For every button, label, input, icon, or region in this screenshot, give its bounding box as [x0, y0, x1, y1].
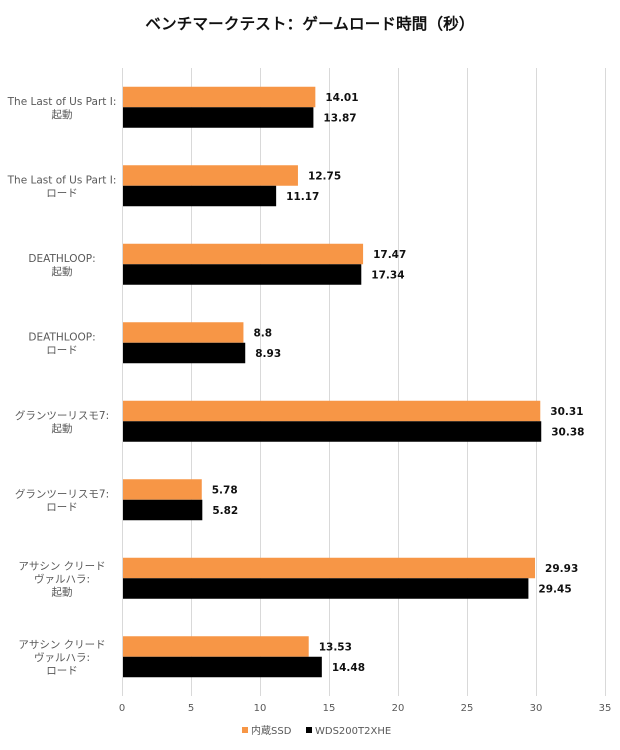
x-tick-label: 15	[323, 703, 336, 714]
data-label: 17.34	[371, 270, 404, 282]
category-label: The Last of Us Part I:起動	[7, 96, 117, 121]
legend-label: WDS200T2XHE	[315, 726, 391, 737]
data-label: 5.78	[212, 485, 238, 497]
data-label: 29.45	[538, 584, 571, 596]
bar-internal-ssd	[123, 243, 364, 265]
bar-wds200t2xhe	[123, 578, 529, 599]
gridlines	[122, 68, 606, 696]
bar-internal-ssd	[123, 479, 202, 500]
bar-internal-ssd	[123, 636, 309, 657]
x-tick-label: 5	[188, 703, 194, 714]
bar-internal-ssd	[123, 400, 541, 422]
legend-swatch	[242, 727, 248, 733]
data-label: 30.31	[550, 406, 583, 418]
x-tick-label: 20	[392, 703, 405, 714]
data-label: 11.17	[286, 191, 319, 203]
category-label: アサシン クリードヴァルハラ:起動	[18, 560, 105, 598]
legend: 内蔵SSD WDS200T2XHE	[242, 724, 391, 737]
category-label: DEATHLOOP:ロード	[28, 331, 95, 356]
category-labels: The Last of Us Part I:起動 The Last of Us P…	[7, 96, 117, 677]
data-label: 13.87	[323, 113, 356, 125]
bar-internal-ssd	[123, 557, 536, 579]
category-label: グランツーリスモ7:ロード	[15, 487, 109, 513]
legend-label: 内蔵SSD	[251, 724, 292, 737]
bars	[123, 86, 542, 678]
chart-title: ベンチマークテスト：ゲームロード時間（秒）	[145, 15, 475, 33]
bar-wds200t2xhe	[123, 107, 314, 128]
data-label: 12.75	[308, 171, 341, 183]
bar-wds200t2xhe	[123, 342, 246, 364]
bar-wds200t2xhe	[123, 185, 277, 207]
bar-wds200t2xhe	[123, 264, 362, 285]
x-axis-ticks: 0 5 10 15 20 25 30 35	[119, 703, 612, 714]
bar-internal-ssd	[123, 86, 316, 108]
bar-internal-ssd	[123, 165, 298, 186]
x-tick-label: 30	[530, 703, 543, 714]
bar-internal-ssd	[123, 322, 244, 343]
x-tick-label: 25	[461, 703, 474, 714]
data-label: 5.82	[212, 505, 238, 517]
bar-wds200t2xhe	[123, 421, 542, 442]
data-label: 14.01	[325, 92, 358, 104]
category-label: アサシン クリードヴァルハラ:ロード	[18, 639, 105, 677]
data-label: 30.38	[551, 427, 584, 439]
legend-swatch	[306, 727, 312, 733]
category-label: DEATHLOOP:起動	[28, 253, 95, 278]
x-tick-label: 35	[599, 703, 612, 714]
x-tick-label: 0	[119, 703, 125, 714]
x-tick-label: 10	[254, 703, 267, 714]
bar-wds200t2xhe	[123, 499, 203, 521]
category-label: グランツーリスモ7:起動	[15, 409, 109, 435]
data-label: 8.8	[253, 328, 272, 340]
data-label: 8.93	[255, 348, 281, 360]
data-labels: 14.01 13.87 12.75 11.17 17.47 17.34 8.8 8.93 30.…	[212, 92, 585, 674]
category-label: The Last of Us Part I:ロード	[7, 174, 117, 199]
data-label: 17.47	[373, 249, 406, 261]
data-label: 13.53	[319, 642, 352, 654]
data-label: 29.93	[545, 563, 578, 575]
bar-wds200t2xhe	[123, 656, 322, 678]
data-label: 14.48	[332, 662, 365, 674]
